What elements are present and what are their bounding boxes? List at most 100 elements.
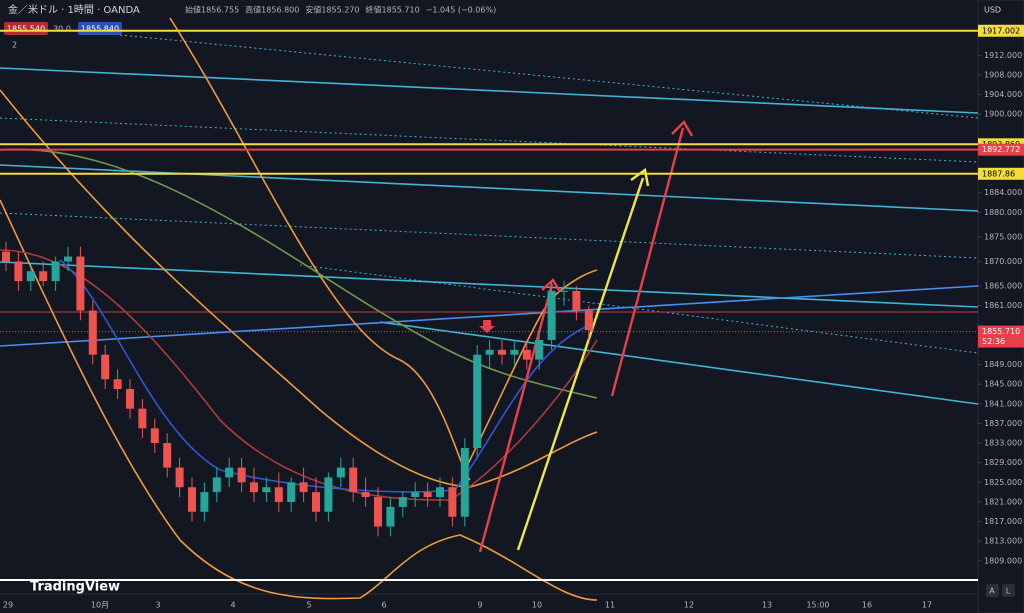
y-tick-label: 1809.000	[984, 556, 1022, 565]
x-tick-label: 3	[155, 601, 160, 610]
candle-body	[39, 271, 48, 282]
price-axis	[977, 0, 1024, 613]
indicator-toggle[interactable]: 2	[12, 41, 17, 50]
y-tick-label: 1884.000	[984, 188, 1022, 197]
candle-body	[64, 256, 72, 262]
candle-body	[522, 349, 531, 360]
brand: TradingView	[30, 580, 120, 595]
candle-body	[411, 492, 420, 498]
x-tick-label: 6	[381, 601, 386, 610]
candle-body	[448, 487, 457, 517]
countdown: 52:36	[982, 337, 1005, 346]
candle-body	[163, 443, 172, 468]
arrow-head	[630, 167, 650, 187]
ohlc-value: 始値1856.755	[185, 5, 239, 15]
y-tick-label: 1813.000	[984, 537, 1022, 546]
candle-body	[349, 467, 358, 493]
candle-body	[175, 467, 184, 488]
auto-label[interactable]: A	[989, 587, 995, 596]
candle-body	[460, 447, 469, 517]
candle-body	[101, 354, 110, 380]
sell-price[interactable]: 1855.540	[7, 25, 45, 34]
x-tick-label: 5	[306, 601, 311, 610]
candle-body	[336, 467, 345, 478]
trend-line	[0, 261, 979, 308]
candle-body	[14, 261, 23, 282]
spread: 30.0	[53, 25, 71, 34]
price-badge-label: 1887.86	[982, 169, 1015, 178]
ohlc-value: 高値1856.800	[245, 5, 299, 15]
ohlc-value: 終値1855.710	[366, 5, 420, 15]
price-badge	[978, 167, 1024, 180]
price-badge-label: 1892.772	[982, 145, 1020, 154]
x-tick-label: 29	[3, 601, 13, 610]
candle-body	[287, 482, 296, 502]
y-tick-label: 1825.000	[984, 478, 1022, 487]
x-tick-label: 9	[477, 601, 482, 610]
candle-body	[510, 349, 519, 355]
ohlc-value: 安値1855.270	[305, 5, 359, 15]
buy-price[interactable]: 1855.840	[81, 25, 119, 34]
candle-body	[274, 487, 283, 502]
x-tick-label: 13	[762, 601, 772, 610]
x-tick-label: 16	[862, 601, 872, 610]
candle-body	[386, 506, 395, 527]
band-line	[0, 89, 598, 488]
candle-body	[485, 349, 494, 355]
x-tick-label: 12	[684, 601, 694, 610]
y-tick-label: 1817.000	[984, 517, 1022, 526]
price-badge-label: 1917.002	[982, 26, 1020, 35]
log-label[interactable]: L	[1006, 587, 1011, 596]
candle-body	[498, 349, 506, 355]
moving-average	[59, 259, 591, 493]
y-tick-label: 1865.000	[984, 281, 1022, 290]
trend-line	[0, 164, 979, 212]
y-tick-label: 1880.000	[984, 208, 1022, 217]
trend-line	[0, 212, 979, 259]
arrow	[516, 177, 645, 551]
currency[interactable]: USD	[984, 6, 1001, 15]
candle-body	[324, 477, 333, 512]
candle-body	[225, 467, 234, 478]
candle-body	[26, 271, 35, 282]
arrow	[610, 127, 685, 397]
y-tick-label: 1845.000	[984, 380, 1022, 389]
x-tick-label: 4	[230, 601, 235, 610]
x-tick-label: 17	[922, 601, 932, 610]
candle-body	[584, 310, 593, 331]
band-line	[169, 17, 471, 481]
candle-body	[572, 290, 581, 311]
y-tick-label: 1912.000	[984, 51, 1022, 60]
trend-line	[119, 34, 979, 119]
moving-average	[0, 148, 598, 399]
trend-line	[0, 285, 979, 347]
y-tick-label: 1861.000	[984, 301, 1022, 310]
candle-body	[312, 492, 320, 512]
candle-body	[374, 497, 382, 527]
drawings	[0, 17, 979, 601]
symbol-title: 金／米ドル · 1時間 · OANDA	[8, 3, 140, 16]
ohlc-value: −1.045 (−0.06%)	[426, 6, 497, 15]
y-tick-label: 1875.000	[984, 232, 1022, 241]
auto-button[interactable]	[986, 584, 999, 597]
candle-body	[51, 261, 60, 282]
candle-body	[436, 487, 444, 498]
x-tick-label: 11	[605, 601, 615, 610]
candle-body	[423, 492, 432, 498]
log-button[interactable]	[1002, 584, 1015, 597]
last-price-label: 1855.710	[982, 327, 1020, 336]
last-price-badge	[978, 325, 1024, 348]
y-tick-label: 1900.000	[984, 110, 1022, 119]
arrow	[478, 283, 554, 553]
y-tick-label: 1841.000	[984, 399, 1022, 408]
candle-body	[113, 379, 122, 390]
moving-average	[0, 249, 598, 501]
trend-line	[379, 321, 979, 405]
candle-body	[535, 339, 544, 360]
band-line	[464, 269, 598, 471]
y-tick-label: 1833.000	[984, 439, 1022, 448]
candle-body	[88, 310, 97, 355]
y-tick-label: 1908.000	[984, 70, 1022, 79]
candle-body	[126, 389, 134, 409]
